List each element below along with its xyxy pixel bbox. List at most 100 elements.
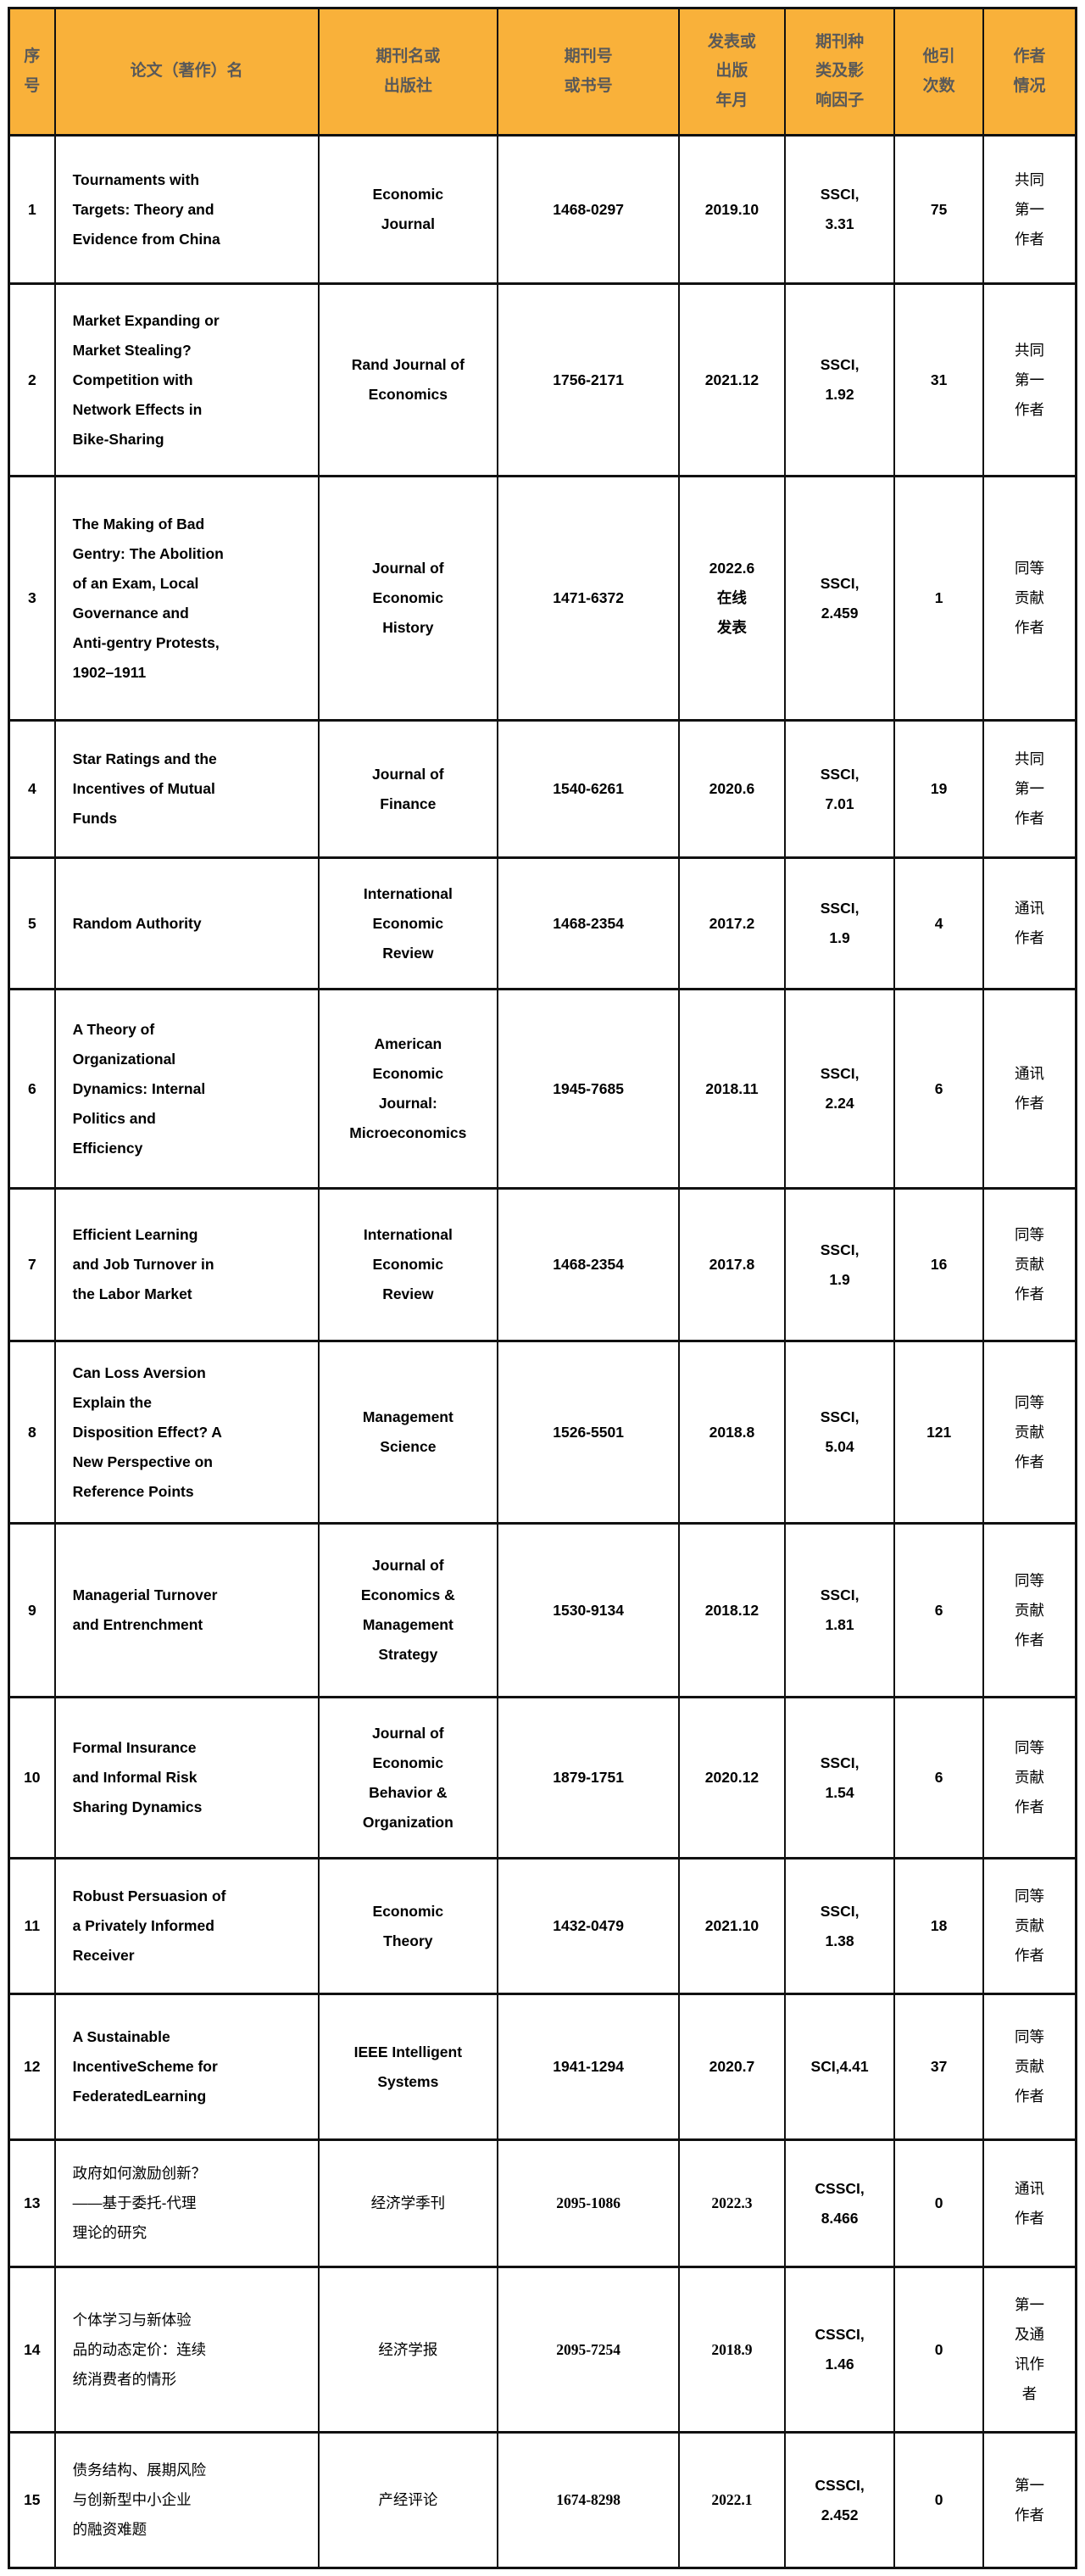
header-index: 期刊种 类及影 响因子 (783, 7, 896, 137)
cell-title: Can Loss Aversion Explain the Dispositio… (53, 1340, 320, 1525)
cell-no: 4 (8, 719, 56, 859)
cell-issn: 1468-2354 (497, 856, 681, 990)
cell-citations: 6 (893, 988, 984, 1190)
cell-index: SCI,4.41 (783, 1993, 896, 2141)
header-title: 论文（著作）名 (53, 7, 320, 137)
cell-issn: 1530-9134 (497, 1522, 681, 1698)
cell-author: 第一 及通 讯作 者 (982, 2266, 1077, 2434)
cell-date: 2021.12 (678, 282, 786, 477)
table-row: 11 Robust Persuasion of a Privately Info… (8, 1857, 1077, 1995)
cell-issn: 1432-0479 (497, 1857, 681, 1995)
cell-author: 共同 第一 作者 (982, 282, 1077, 477)
cell-title: 个体学习与新体验 品的动态定价：连续 统消费者的情形 (53, 2266, 320, 2434)
cell-issn: 2095-7254 (497, 2266, 681, 2434)
cell-title: Market Expanding or Market Stealing? Com… (53, 282, 320, 477)
table-row: 2 Market Expanding or Market Stealing? C… (8, 282, 1077, 477)
cell-journal: IEEE Intelligent Systems (317, 1993, 499, 2141)
cell-citations: 0 (893, 2138, 984, 2268)
cell-index: SSCI, 1.9 (783, 1187, 896, 1342)
table-row: 3 The Making of Bad Gentry: The Abolitio… (8, 475, 1077, 722)
cell-author: 共同 第一 作者 (982, 134, 1077, 285)
cell-index: SSCI, 1.38 (783, 1857, 896, 1995)
cell-date: 2022.1 (678, 2431, 786, 2569)
cell-author: 同等 贡献 作者 (982, 1340, 1077, 1525)
cell-date: 2019.10 (678, 134, 786, 285)
cell-date: 2018.12 (678, 1522, 786, 1698)
table-body: 1 Tournaments with Targets: Theory and E… (8, 134, 1077, 2569)
publications-table: 序 号 论文（著作）名 期刊名或 出版社 期刊号 或书号 发表或 出版 年月 期… (8, 7, 1077, 2569)
cell-citations: 121 (893, 1340, 984, 1525)
cell-no: 14 (8, 2266, 56, 2434)
cell-title: A Sustainable IncentiveScheme for Federa… (53, 1993, 320, 2141)
table-row: 5 Random Authority International Economi… (8, 856, 1077, 990)
header-issn: 期刊号 或书号 (497, 7, 681, 137)
cell-issn: 1526-5501 (497, 1340, 681, 1525)
cell-journal: Economic Theory (317, 1857, 499, 1995)
cell-title: 政府如何激励创新？ ——基于委托-代理 理论的研究 (53, 2138, 320, 2268)
cell-date: 2020.7 (678, 1993, 786, 2141)
cell-journal: Journal of Finance (317, 719, 499, 859)
cell-citations: 6 (893, 1522, 984, 1698)
header-no: 序 号 (8, 7, 56, 137)
cell-no: 7 (8, 1187, 56, 1342)
table-header: 序 号 论文（著作）名 期刊名或 出版社 期刊号 或书号 发表或 出版 年月 期… (8, 7, 1077, 137)
cell-no: 11 (8, 1857, 56, 1995)
cell-index: SSCI, 1.92 (783, 282, 896, 477)
table-row: 7 Efficient Learning and Job Turnover in… (8, 1187, 1077, 1342)
cell-date: 2018.9 (678, 2266, 786, 2434)
cell-no: 12 (8, 1993, 56, 2141)
header-row: 序 号 论文（著作）名 期刊名或 出版社 期刊号 或书号 发表或 出版 年月 期… (8, 7, 1077, 137)
table-row: 10 Formal Insurance and Informal Risk Sh… (8, 1696, 1077, 1860)
cell-citations: 18 (893, 1857, 984, 1995)
cell-journal: American Economic Journal: Microeconomic… (317, 988, 499, 1190)
cell-no: 3 (8, 475, 56, 722)
cell-author: 第一 作者 (982, 2431, 1077, 2569)
table-row: 13 政府如何激励创新？ ——基于委托-代理 理论的研究 经济学季刊 2095-… (8, 2138, 1077, 2268)
header-journal: 期刊名或 出版社 (317, 7, 499, 137)
header-author: 作者 情况 (982, 7, 1077, 137)
cell-index: SSCI, 1.81 (783, 1522, 896, 1698)
cell-citations: 6 (893, 1696, 984, 1860)
cell-issn: 1879-1751 (497, 1696, 681, 1860)
cell-author: 同等 贡献 作者 (982, 1696, 1077, 1860)
cell-author: 通讯 作者 (982, 988, 1077, 1190)
cell-journal: 经济学季刊 (317, 2138, 499, 2268)
cell-title: Formal Insurance and Informal Risk Shari… (53, 1696, 320, 1860)
cell-no: 2 (8, 282, 56, 477)
cell-citations: 1 (893, 475, 984, 722)
cell-issn: 1471-6372 (497, 475, 681, 722)
cell-no: 10 (8, 1696, 56, 1860)
cell-title: Efficient Learning and Job Turnover in t… (53, 1187, 320, 1342)
table-row: 6 A Theory of Organizational Dynamics: I… (8, 988, 1077, 1190)
cell-issn: 2095-1086 (497, 2138, 681, 2268)
cell-journal: Economic Journal (317, 134, 499, 285)
cell-issn: 1468-0297 (497, 134, 681, 285)
cell-journal: International Economic Review (317, 1187, 499, 1342)
cell-date: 2018.8 (678, 1340, 786, 1525)
cell-author: 同等 贡献 作者 (982, 475, 1077, 722)
cell-journal: Management Science (317, 1340, 499, 1525)
table-row: 8 Can Loss Aversion Explain the Disposit… (8, 1340, 1077, 1525)
cell-title: Tournaments with Targets: Theory and Evi… (53, 134, 320, 285)
cell-journal: Journal of Economic History (317, 475, 499, 722)
cell-journal: Rand Journal of Economics (317, 282, 499, 477)
table-row: 12 A Sustainable IncentiveScheme for Fed… (8, 1993, 1077, 2141)
header-citations: 他引 次数 (893, 7, 984, 137)
cell-author: 通讯 作者 (982, 2138, 1077, 2268)
cell-journal: Journal of Economics & Management Strate… (317, 1522, 499, 1698)
cell-date: 2022.3 (678, 2138, 786, 2268)
cell-no: 1 (8, 134, 56, 285)
cell-date: 2017.8 (678, 1187, 786, 1342)
cell-date: 2020.6 (678, 719, 786, 859)
cell-author: 同等 贡献 作者 (982, 1993, 1077, 2141)
cell-journal: Journal of Economic Behavior & Organizat… (317, 1696, 499, 1860)
cell-citations: 4 (893, 856, 984, 990)
cell-issn: 1468-2354 (497, 1187, 681, 1342)
cell-date: 2020.12 (678, 1696, 786, 1860)
cell-no: 15 (8, 2431, 56, 2569)
cell-journal: 经济学报 (317, 2266, 499, 2434)
cell-no: 5 (8, 856, 56, 990)
table-row: 1 Tournaments with Targets: Theory and E… (8, 134, 1077, 285)
cell-date: 2017.2 (678, 856, 786, 990)
